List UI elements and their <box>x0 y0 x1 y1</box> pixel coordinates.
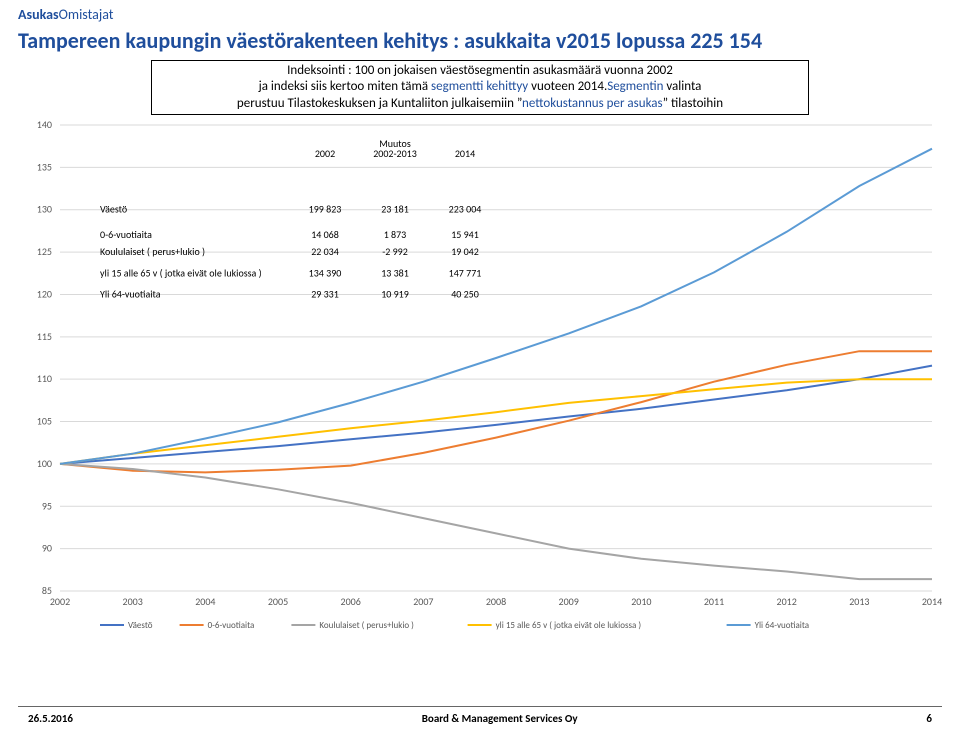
line-chart: 8590951001051101151201251301351402002200… <box>18 119 942 649</box>
svg-text:Väestö: Väestö <box>100 202 127 215</box>
svg-text:22 034: 22 034 <box>311 245 339 258</box>
footer: 26.5.2016 Board & Management Services Oy… <box>0 712 960 725</box>
svg-text:15 941: 15 941 <box>451 228 479 241</box>
svg-text:Yli 64-vuotiaita: Yli 64-vuotiaita <box>755 620 810 631</box>
svg-text:115: 115 <box>37 330 52 343</box>
svg-text:2003: 2003 <box>123 595 143 608</box>
svg-text:2014: 2014 <box>455 147 475 160</box>
svg-text:0-6-vuotiaita: 0-6-vuotiaita <box>100 228 152 241</box>
svg-text:2012: 2012 <box>777 595 797 608</box>
footer-date: 26.5.2016 <box>28 712 73 725</box>
title-pre: Tampereen kaupungin väestörakenteen kehi… <box>18 27 464 54</box>
svg-text:147 771: 147 771 <box>449 266 482 279</box>
title-accent: asukkaita v2015 lopussa 225 154 <box>464 27 762 54</box>
svg-text:1 873: 1 873 <box>384 228 407 241</box>
svg-text:yli 15 alle 65 v ( jotka eivät: yli 15 alle 65 v ( jotka eivät ole lukio… <box>100 266 262 279</box>
svg-text:Väestö: Väestö <box>128 620 153 631</box>
svg-text:2009: 2009 <box>559 595 579 608</box>
svg-text:95: 95 <box>42 499 52 512</box>
svg-text:2010: 2010 <box>631 595 651 608</box>
infobox-line3: perustuu Tilastokeskuksen ja Kuntaliiton… <box>160 96 800 112</box>
svg-text:Koululaiset ( perus+lukio ): Koululaiset ( perus+lukio ) <box>100 245 205 258</box>
svg-text:100: 100 <box>37 457 52 470</box>
page-title: Tampereen kaupungin väestörakenteen kehi… <box>18 27 942 54</box>
svg-text:13 381: 13 381 <box>381 266 409 279</box>
svg-text:2002-2013: 2002-2013 <box>373 147 417 160</box>
svg-text:2014: 2014 <box>922 595 942 608</box>
svg-text:40 250: 40 250 <box>451 287 479 300</box>
svg-text:10 919: 10 919 <box>381 287 409 300</box>
svg-text:2011: 2011 <box>704 595 724 608</box>
svg-text:14 068: 14 068 <box>311 228 339 241</box>
svg-text:110: 110 <box>37 372 52 385</box>
svg-text:Yli 64-vuotiaita: Yli 64-vuotiaita <box>100 287 161 300</box>
footer-page: 6 <box>926 712 932 725</box>
svg-text:199 823: 199 823 <box>309 202 342 215</box>
svg-text:-2 992: -2 992 <box>382 245 408 258</box>
svg-text:2005: 2005 <box>268 595 288 608</box>
svg-text:134 390: 134 390 <box>309 266 342 279</box>
infobox-line2: ja indeksi siis kertoo miten tämä segmen… <box>160 79 800 95</box>
svg-text:23 181: 23 181 <box>381 202 409 215</box>
svg-text:135: 135 <box>37 160 52 173</box>
svg-text:105: 105 <box>37 414 52 427</box>
svg-text:2007: 2007 <box>413 595 433 608</box>
footer-center: Board & Management Services Oy <box>73 712 927 725</box>
svg-text:2006: 2006 <box>341 595 361 608</box>
svg-text:90: 90 <box>42 541 52 554</box>
svg-text:130: 130 <box>37 202 52 215</box>
brand-part2: Omistajat <box>59 6 114 23</box>
brand: AsukasOmistajat <box>18 6 942 23</box>
svg-text:19 042: 19 042 <box>451 245 479 258</box>
svg-text:Koululaiset ( perus+lukio ): Koululaiset ( perus+lukio ) <box>319 620 414 631</box>
infobox-line1: Indeksointi : 100 on jokaisen väestösegm… <box>160 63 800 79</box>
svg-text:29 331: 29 331 <box>311 287 339 300</box>
svg-text:yli 15 alle 65 v ( jotka eivät: yli 15 alle 65 v ( jotka eivät ole lukio… <box>496 620 642 631</box>
infobox: Indeksointi : 100 on jokaisen väestösegm… <box>151 60 809 115</box>
svg-text:125: 125 <box>37 245 52 258</box>
svg-text:120: 120 <box>37 287 52 300</box>
svg-text:140: 140 <box>37 119 52 131</box>
svg-text:2008: 2008 <box>486 595 506 608</box>
svg-text:2002: 2002 <box>50 595 70 608</box>
svg-text:2004: 2004 <box>195 595 215 608</box>
svg-text:0-6-vuotiaita: 0-6-vuotiaita <box>208 620 255 631</box>
brand-part1: Asukas <box>18 6 59 23</box>
svg-text:2002: 2002 <box>315 147 335 160</box>
svg-text:223 004: 223 004 <box>449 202 482 215</box>
svg-text:2013: 2013 <box>849 595 869 608</box>
